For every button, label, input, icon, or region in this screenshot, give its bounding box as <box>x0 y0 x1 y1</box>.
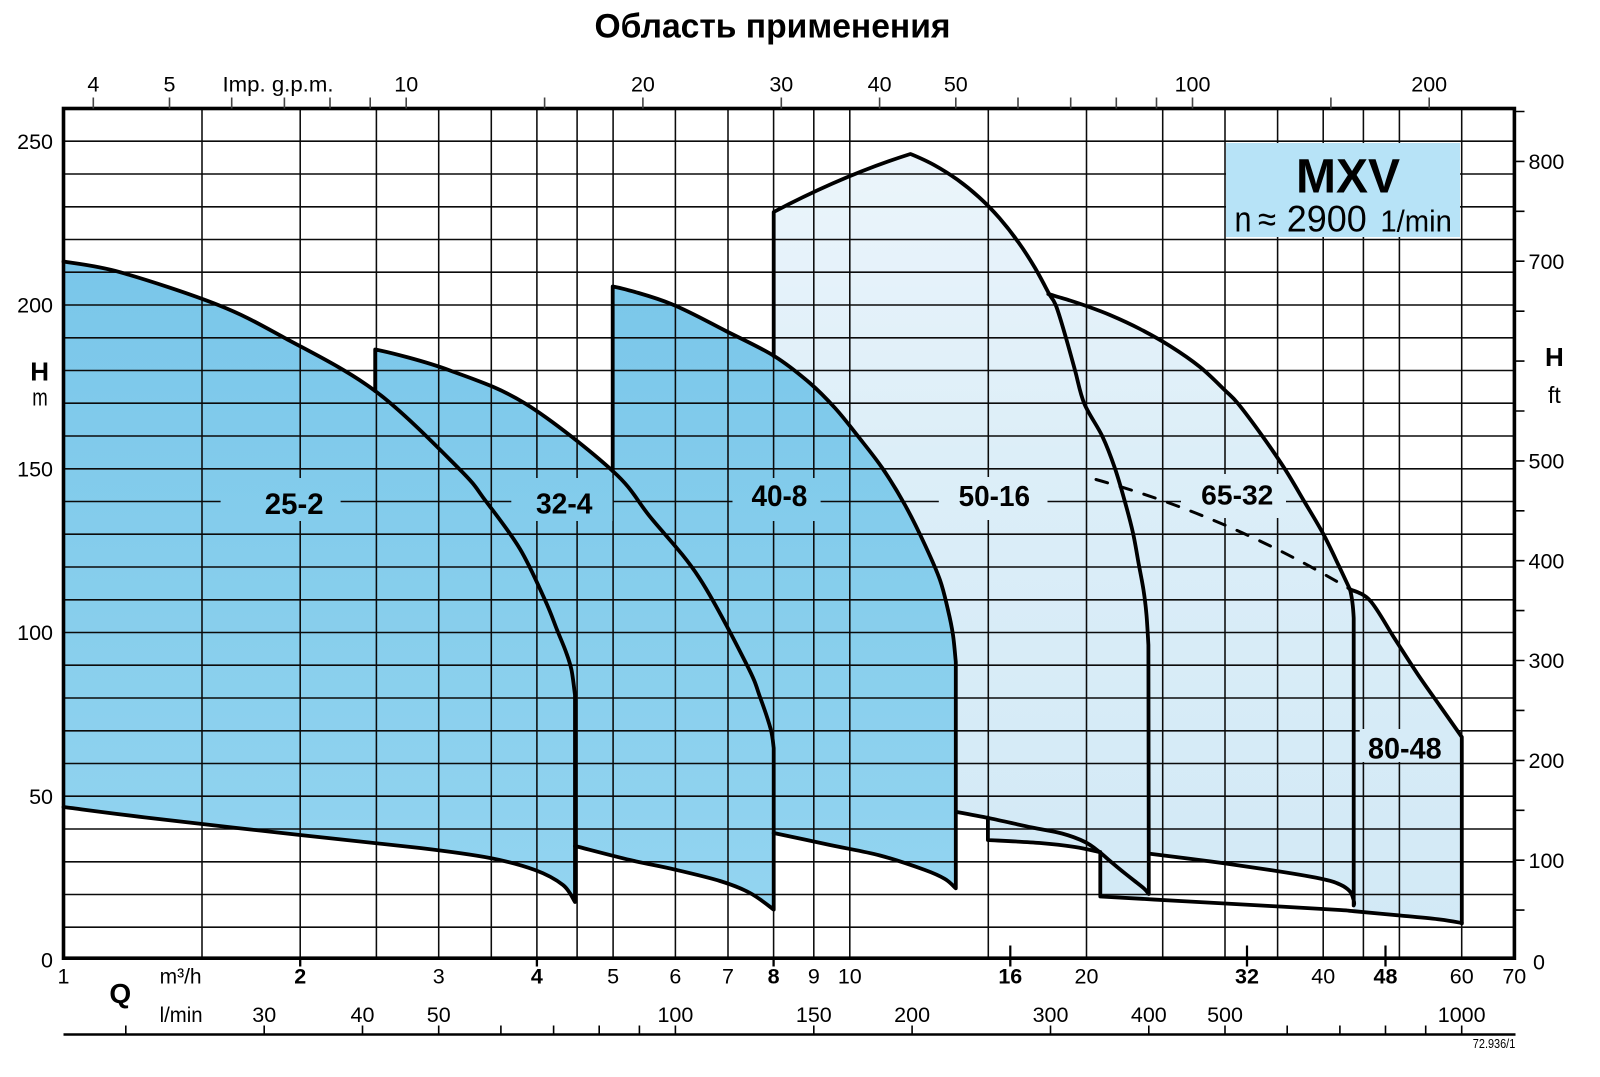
svg-text:48: 48 <box>1374 965 1398 989</box>
svg-text:3: 3 <box>433 965 445 989</box>
svg-text:10: 10 <box>394 73 418 97</box>
svg-text:50: 50 <box>29 785 53 809</box>
svg-text:20: 20 <box>631 73 655 97</box>
svg-text:40: 40 <box>1311 965 1335 989</box>
svg-text:150: 150 <box>796 1003 832 1027</box>
svg-text:200: 200 <box>17 294 53 318</box>
svg-text:l/min: l/min <box>160 1003 203 1027</box>
svg-text:Область применения: Область применения <box>595 8 951 46</box>
svg-text:H: H <box>1545 342 1564 372</box>
svg-text:Imp. g.p.m.: Imp. g.p.m. <box>223 73 334 97</box>
svg-text:60: 60 <box>1450 965 1474 989</box>
svg-text:100: 100 <box>1529 849 1565 873</box>
svg-text:≈: ≈ <box>1258 199 1276 240</box>
svg-text:100: 100 <box>657 1003 693 1027</box>
svg-text:40: 40 <box>868 73 892 97</box>
svg-text:4: 4 <box>87 73 99 97</box>
svg-text:2900: 2900 <box>1287 199 1367 240</box>
svg-text:1000: 1000 <box>1438 1003 1486 1027</box>
svg-text:m: m <box>32 385 48 412</box>
svg-text:16: 16 <box>998 965 1022 989</box>
svg-text:30: 30 <box>252 1003 276 1027</box>
svg-text:50: 50 <box>944 73 968 97</box>
svg-text:6: 6 <box>669 965 681 989</box>
svg-text:8: 8 <box>768 965 780 989</box>
svg-text:200: 200 <box>1411 73 1447 97</box>
svg-text:7: 7 <box>722 965 734 989</box>
svg-text:800: 800 <box>1529 150 1565 174</box>
svg-text:700: 700 <box>1529 250 1565 274</box>
svg-text:H: H <box>30 356 49 386</box>
svg-text:150: 150 <box>17 457 53 481</box>
svg-text:80-48: 80-48 <box>1368 733 1442 766</box>
svg-text:9: 9 <box>808 965 820 989</box>
svg-text:200: 200 <box>1529 749 1565 773</box>
svg-text:5: 5 <box>607 965 619 989</box>
svg-text:4: 4 <box>531 965 543 989</box>
svg-text:70: 70 <box>1502 965 1526 989</box>
svg-text:50: 50 <box>427 1003 451 1027</box>
svg-text:200: 200 <box>894 1003 930 1027</box>
svg-text:300: 300 <box>1033 1003 1069 1027</box>
svg-text:40: 40 <box>351 1003 375 1027</box>
svg-text:MXV: MXV <box>1296 150 1400 203</box>
svg-text:30: 30 <box>769 73 793 97</box>
svg-text:500: 500 <box>1529 450 1565 474</box>
svg-text:100: 100 <box>17 621 53 645</box>
svg-text:300: 300 <box>1529 649 1565 673</box>
svg-text:m³/h: m³/h <box>160 965 202 989</box>
svg-text:ft: ft <box>1548 382 1561 408</box>
svg-text:5: 5 <box>164 73 176 97</box>
svg-text:500: 500 <box>1207 1003 1243 1027</box>
svg-text:2: 2 <box>294 965 306 989</box>
svg-text:400: 400 <box>1529 549 1565 573</box>
svg-text:0: 0 <box>41 949 53 973</box>
svg-text:250: 250 <box>17 130 53 154</box>
svg-text:50-16: 50-16 <box>959 481 1030 513</box>
svg-text:72.936/1: 72.936/1 <box>1473 1037 1516 1051</box>
svg-text:32: 32 <box>1235 965 1259 989</box>
svg-text:25-2: 25-2 <box>265 488 324 521</box>
svg-text:100: 100 <box>1175 73 1211 97</box>
svg-text:20: 20 <box>1075 965 1099 989</box>
svg-text:10: 10 <box>838 965 862 989</box>
svg-text:40-8: 40-8 <box>751 480 807 513</box>
svg-text:Q: Q <box>109 978 131 1009</box>
svg-text:32-4: 32-4 <box>536 489 593 521</box>
svg-text:1/min: 1/min <box>1380 204 1452 239</box>
svg-text:400: 400 <box>1131 1003 1167 1027</box>
svg-text:0: 0 <box>1533 951 1545 975</box>
svg-text:1: 1 <box>58 965 70 989</box>
svg-text:65-32: 65-32 <box>1201 479 1273 510</box>
svg-text:n: n <box>1235 199 1252 240</box>
